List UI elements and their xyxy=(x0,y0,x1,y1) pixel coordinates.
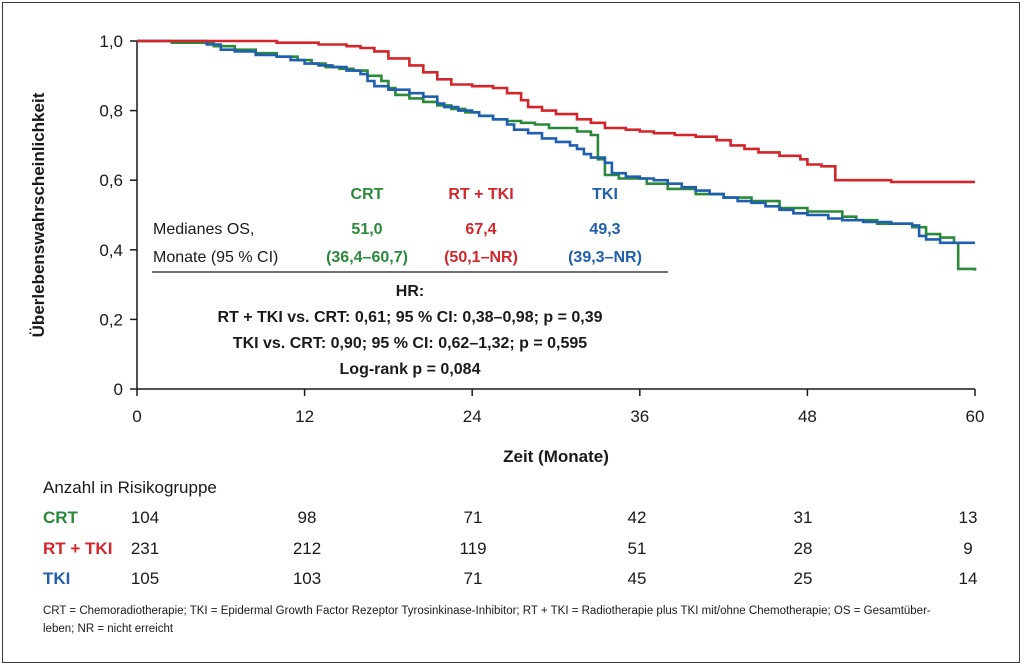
inset-hr-line-1: RT + TKI vs. CRT: 0,61; 95 % CI: 0,38–0,… xyxy=(217,309,602,326)
inset-median-rt-tki: 67,4 xyxy=(465,221,496,238)
x-ticks: 0 12 24 36 48 60 xyxy=(132,389,984,426)
y-tick-label: 1,0 xyxy=(99,32,123,51)
x-tick-label: 60 xyxy=(966,407,985,426)
curve-tki xyxy=(137,39,975,245)
risk-cell: 212 xyxy=(293,539,321,558)
x-tick-label: 24 xyxy=(463,407,482,426)
footnote-line-2: leben; NR = nicht erreicht xyxy=(43,623,174,635)
risk-cell: 42 xyxy=(628,508,647,527)
inset-group-crt: CRT xyxy=(351,186,384,203)
inset-row-label-1: Medianes OS, xyxy=(153,221,254,238)
inset-row-label-2: Monate (95 % CI) xyxy=(153,249,278,266)
y-ticks: 0 0,2 0,4 0,6 0,8 1,0 xyxy=(99,32,137,399)
risk-cell: 13 xyxy=(959,508,978,527)
inset-box: CRT RT + TKI TKI Medianes OS, Monate (95… xyxy=(152,186,668,378)
inset-ci-crt: (36,4–60,7) xyxy=(326,249,408,266)
y-tick-label: 0,8 xyxy=(99,102,123,121)
risk-cell: 71 xyxy=(464,508,483,527)
y-tick-label: 0,2 xyxy=(99,310,123,329)
risk-row-label: CRT xyxy=(43,508,79,527)
footnote-line-1: CRT = Chemoradiotherapie; TKI = Epiderma… xyxy=(43,605,931,617)
risk-cell: 31 xyxy=(794,508,813,527)
risk-cell: 51 xyxy=(628,539,647,558)
risk-cell: 45 xyxy=(628,569,647,588)
inset-ci-rt-tki: (50,1–NR) xyxy=(444,249,518,266)
risk-table: Anzahl in Risikogruppe CRT 104 98 71 42 31 13 R… xyxy=(43,478,977,588)
survival-curves xyxy=(137,39,977,271)
x-tick-label: 0 xyxy=(132,407,141,426)
risk-cell: 14 xyxy=(959,569,978,588)
inset-logrank: Log-rank p = 0,084 xyxy=(340,361,481,378)
risk-cell: 103 xyxy=(293,569,321,588)
risk-row-label: RT + TKI xyxy=(43,539,112,558)
inset-median-tki: 49,3 xyxy=(589,221,620,238)
x-tick-label: 12 xyxy=(295,407,314,426)
risk-cell: 104 xyxy=(131,508,159,527)
inset-ci-tki: (39,3–NR) xyxy=(568,249,642,266)
y-tick-label: 0,6 xyxy=(99,171,123,190)
inset-group-tki: TKI xyxy=(592,186,618,203)
risk-cell: 105 xyxy=(131,569,159,588)
y-tick-label: 0,4 xyxy=(99,241,123,260)
x-axis-title: Zeit (Monate) xyxy=(503,447,609,466)
risk-cell: 119 xyxy=(459,539,486,558)
risk-table-title: Anzahl in Risikogruppe xyxy=(43,478,217,497)
risk-cell: 98 xyxy=(298,508,317,527)
y-tick-label: 0 xyxy=(114,380,123,399)
curve-crt xyxy=(137,39,977,271)
risk-cell: 28 xyxy=(794,539,813,558)
risk-table-rows: CRT 104 98 71 42 31 13 RT + TKI 231 212 119 51 28 9 TK… xyxy=(43,508,977,588)
risk-cell: 25 xyxy=(794,569,813,588)
inset-group-rt-tki: RT + TKI xyxy=(448,186,513,203)
risk-row-label: TKI xyxy=(43,569,70,588)
risk-cell: 231 xyxy=(131,539,159,558)
risk-cell: 9 xyxy=(963,539,972,558)
x-tick-label: 48 xyxy=(798,407,817,426)
x-tick-label: 36 xyxy=(630,407,649,426)
inset-hr-line-2: TKI vs. CRT: 0,90; 95 % CI: 0,62–1,32; p… xyxy=(233,335,587,352)
y-axis-title: Überlebenswahrscheinlichkeit xyxy=(29,92,48,337)
inset-median-crt: 51,0 xyxy=(351,221,382,238)
risk-cell: 71 xyxy=(464,569,483,588)
curve-rt-tki xyxy=(137,39,975,184)
inset-hr-title: HR: xyxy=(396,283,424,300)
